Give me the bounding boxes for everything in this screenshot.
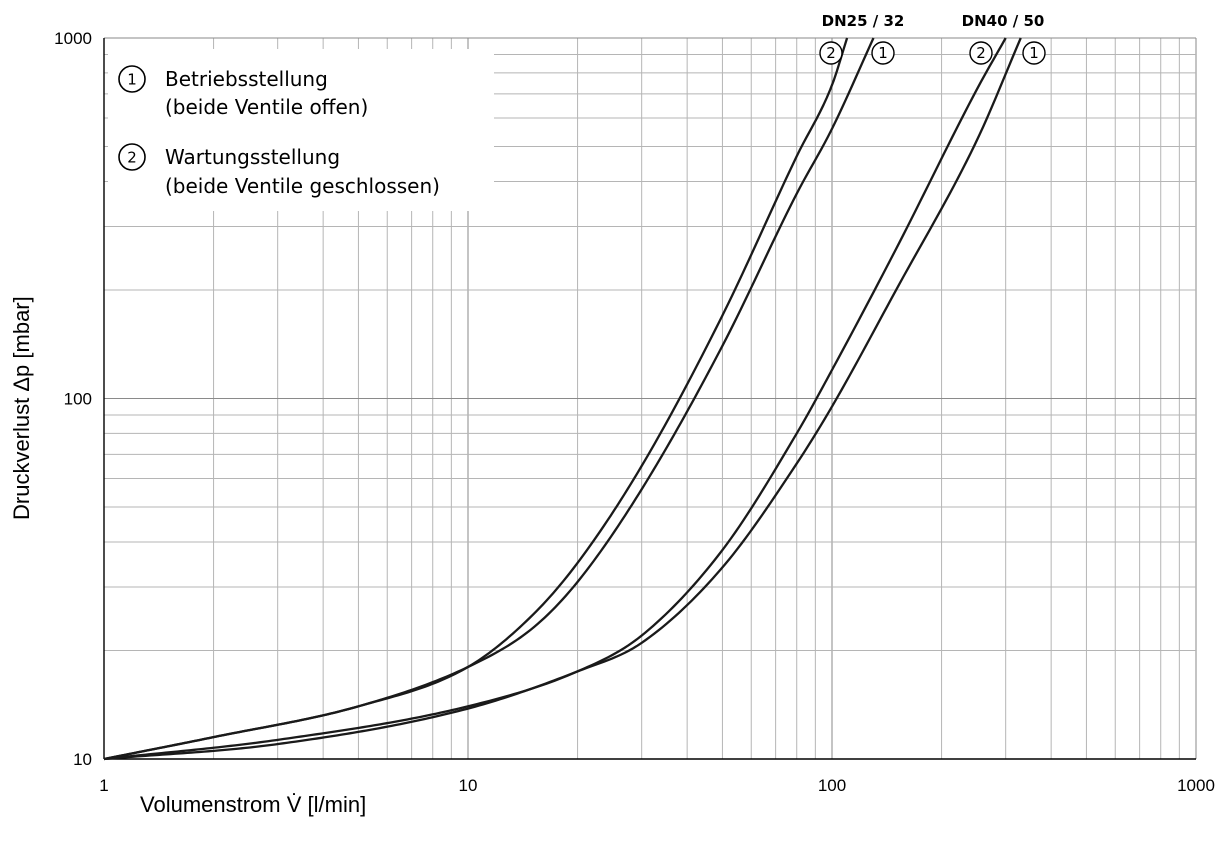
legend-item-2-line2: (beide Ventile geschlossen) bbox=[165, 174, 440, 198]
group-dn40-50-marker-1-text: 1 bbox=[1029, 44, 1039, 62]
legend-marker-1: 1 bbox=[127, 71, 137, 89]
group-dn40-50-marker-2: 2 bbox=[969, 41, 993, 65]
legend-item-1-line1: Betriebsstellung bbox=[165, 67, 328, 91]
group-dn40-50-marker-2-circle bbox=[969, 41, 993, 65]
series-line-4 bbox=[103, 37, 1022, 761]
group-dn25-32-marker-2-circle bbox=[819, 41, 843, 65]
y-tick-label: 10 bbox=[73, 750, 92, 769]
legend-background bbox=[108, 49, 494, 211]
group-dn25-32-marker-1-circle bbox=[871, 41, 895, 65]
series-curves bbox=[103, 37, 1022, 761]
group-labels: DN25 / 32 2 1 DN40 / 50 2 1 bbox=[819, 12, 1046, 65]
legend-item-2: 2 Wartungsstellung (beide Ventile geschl… bbox=[118, 143, 440, 198]
tick-labels: 1 10 100 1000 10 100 1000 bbox=[54, 29, 1215, 795]
x-tick-label: 1 bbox=[99, 776, 108, 795]
series-line-2 bbox=[103, 37, 875, 761]
group-dn25-32-marker-1: 1 bbox=[871, 41, 895, 65]
legend-item-2-line1: Wartungsstellung bbox=[165, 145, 340, 169]
x-axis-title: Volumenstrom V̇ [l/min] bbox=[140, 792, 366, 817]
legend-item-1-line2: (beide Ventile offen) bbox=[165, 95, 368, 119]
x-tick-label: 10 bbox=[459, 776, 478, 795]
legend-marker-2-circle bbox=[118, 143, 146, 171]
group-label-dn40-50: DN40 / 50 bbox=[962, 12, 1045, 30]
group-dn25-32-marker-2-text: 2 bbox=[826, 44, 836, 62]
y-axis-title: Druckverlust Δp [mbar] bbox=[9, 296, 34, 520]
legend-marker-1-circle bbox=[118, 65, 146, 93]
group-dn25-32-marker-2: 2 bbox=[819, 41, 843, 65]
group-label-dn25-32: DN25 / 32 bbox=[822, 12, 905, 30]
y-tick-label: 1000 bbox=[54, 29, 92, 48]
y-tick-label: 100 bbox=[64, 390, 92, 409]
legend-item-1: 1 Betriebsstellung (beide Ventile offen) bbox=[118, 65, 368, 119]
group-dn40-50-marker-1: 1 bbox=[1022, 41, 1046, 65]
x-tick-label: 100 bbox=[818, 776, 846, 795]
legend: 1 Betriebsstellung (beide Ventile offen)… bbox=[108, 49, 494, 211]
group-dn25-32-marker-1-text: 1 bbox=[878, 44, 888, 62]
group-dn40-50-marker-1-circle bbox=[1022, 41, 1046, 65]
legend-marker-2: 2 bbox=[127, 149, 137, 167]
group-dn40-50-marker-2-text: 2 bbox=[976, 44, 986, 62]
x-tick-label: 1000 bbox=[1177, 776, 1215, 795]
